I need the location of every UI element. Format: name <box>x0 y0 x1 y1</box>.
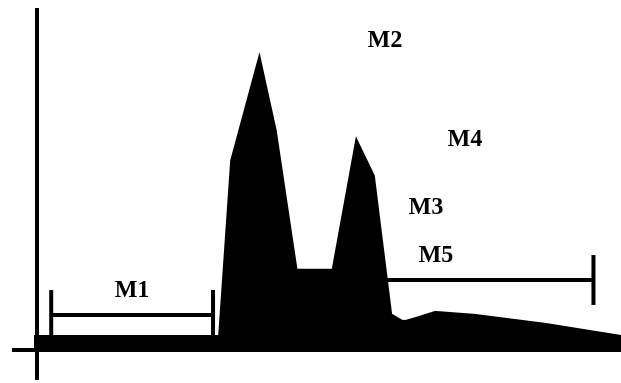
peak-label-m2: M2 <box>368 27 403 53</box>
range-m1 <box>49 290 216 340</box>
histogram-area <box>34 52 621 350</box>
range-label-m1: M1 <box>115 277 150 303</box>
peak-labels: M1 M5 M2 M3 M4 <box>115 27 483 303</box>
peak-label-m4: M4 <box>448 126 483 152</box>
peak-label-m3: M3 <box>409 194 444 220</box>
range-label-m5: M5 <box>419 242 454 268</box>
range-m5 <box>276 255 596 305</box>
range-markers <box>49 255 596 340</box>
